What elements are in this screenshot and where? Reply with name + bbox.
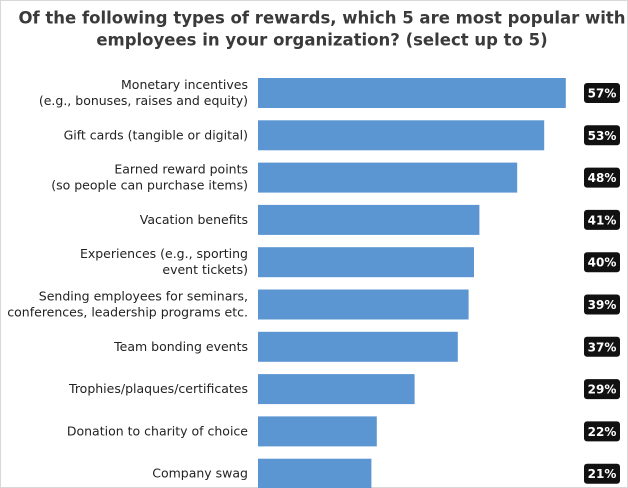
value-label: 53%: [588, 129, 617, 143]
value-label: 57%: [588, 87, 617, 101]
bar: [258, 331, 458, 362]
value-label: 37%: [588, 340, 617, 354]
value-label: 22%: [588, 425, 617, 439]
category-line: conferences, leadership programs etc.: [7, 304, 248, 319]
value-label-box: [584, 209, 620, 230]
value-label: 48%: [588, 171, 617, 185]
value-label-box: [584, 252, 620, 273]
value-label: 39%: [588, 298, 617, 312]
category-label: Earned reward points (so people can purch…: [51, 161, 248, 192]
bar: [258, 374, 415, 405]
category-line: Sending employees for seminars,: [39, 288, 248, 303]
value-label-box: [584, 463, 620, 484]
bar: [258, 78, 566, 108]
category-line: Gift cards (tangible or digital): [64, 127, 248, 142]
value-label-box: [584, 421, 620, 442]
value-label-box: [584, 379, 620, 400]
category-line: Team bonding events: [113, 338, 248, 353]
category-line: Trophies/plaques/certificates: [68, 381, 248, 396]
value-label: 29%: [588, 383, 617, 397]
category-label: Gift cards (tangible or digital): [64, 127, 248, 142]
bar: [258, 416, 377, 447]
bar: [258, 120, 545, 151]
bar: [258, 289, 469, 320]
value-label-box: [584, 167, 620, 188]
value-label-box: [584, 83, 620, 103]
value-label-box: [584, 294, 620, 315]
category-label: Monetary incentives (e.g., bonuses, raise…: [39, 77, 248, 108]
value-label-box: [584, 125, 620, 146]
chart-title: employees in your organization? (select …: [96, 31, 547, 50]
value-label: 41%: [588, 213, 617, 227]
category-line: Experiences (e.g., sporting: [80, 246, 248, 261]
bar: [258, 162, 518, 193]
category-line: Donation to charity of choice: [67, 423, 248, 438]
value-label-box: [584, 336, 620, 357]
category-line: Monetary incentives: [121, 77, 248, 92]
category-line: Earned reward points: [114, 161, 248, 176]
value-label: 21%: [588, 467, 617, 481]
bar: [258, 247, 474, 278]
chart-title: Of the following types of rewards, which…: [18, 9, 625, 28]
category-line: Company swag: [152, 465, 248, 480]
category-label: Sending employees for seminars, conferenc…: [7, 288, 248, 319]
category-label: Team bonding events: [113, 338, 248, 353]
category-line: Vacation benefits: [140, 211, 248, 226]
category-line: (e.g., bonuses, raises and equity): [39, 93, 248, 108]
category-label: Donation to charity of choice: [67, 423, 248, 438]
category-line: event tickets): [162, 262, 248, 277]
category-label: Trophies/plaques/certificates: [68, 381, 248, 396]
value-label: 40%: [588, 256, 617, 270]
category-label: Experiences (e.g., sporting event tickets…: [80, 246, 248, 277]
category-label: Vacation benefits: [140, 211, 248, 226]
category-line: (so people can purchase items): [51, 177, 248, 192]
bar: [258, 458, 372, 488]
bar: [258, 204, 480, 235]
category-label: Company swag: [152, 465, 248, 480]
